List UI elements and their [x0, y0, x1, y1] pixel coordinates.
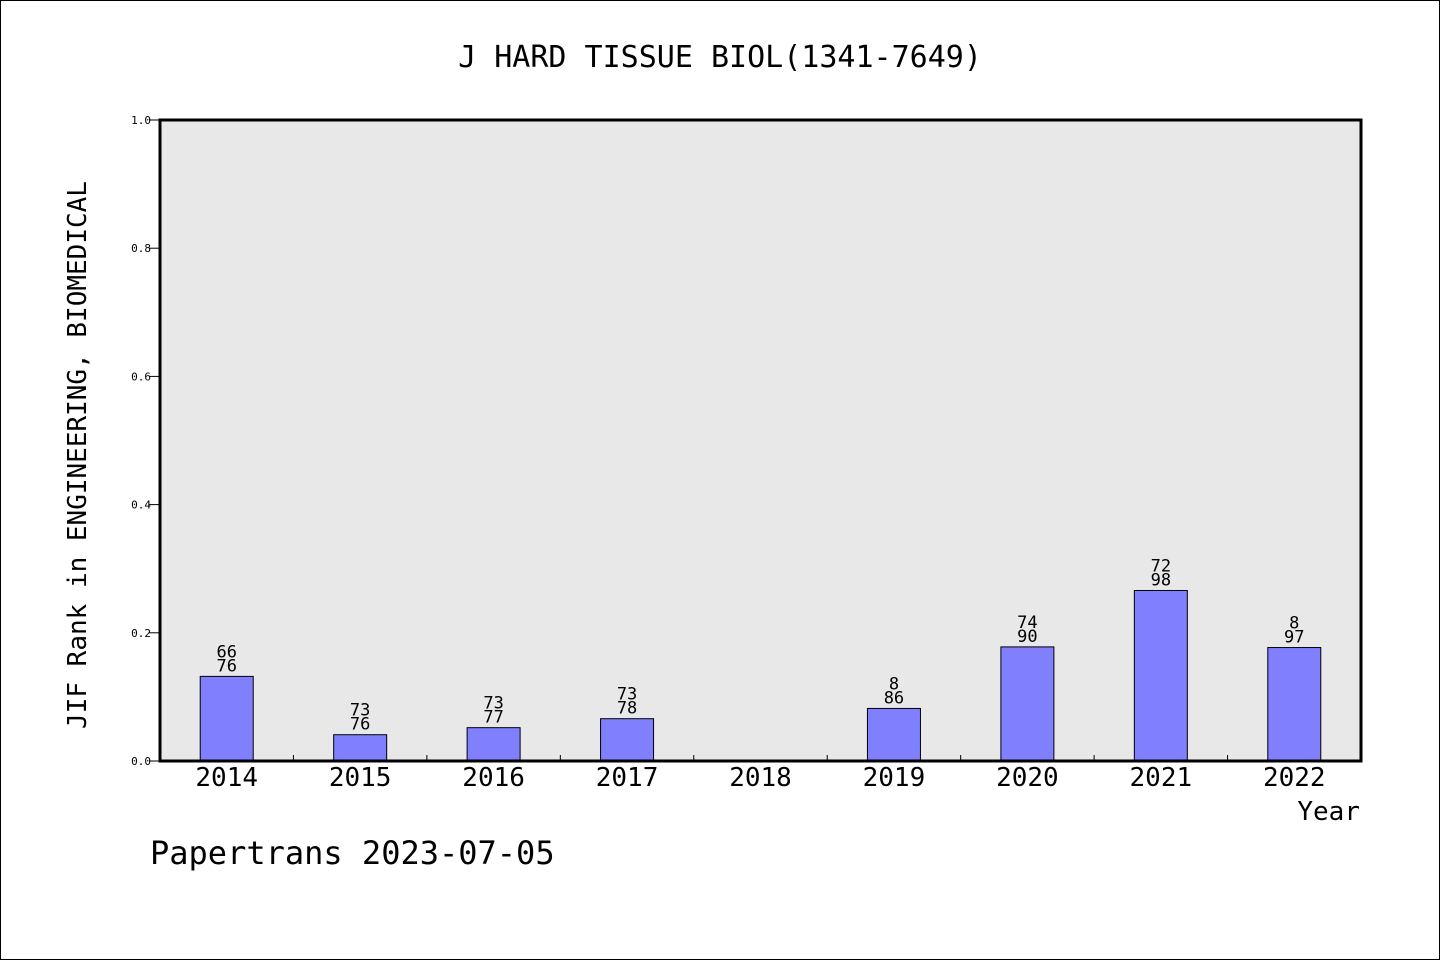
- bar: [1133, 589, 1188, 762]
- y-axis-label: JIF Rank in ENGINEERING, BIOMEDICAL: [63, 181, 93, 729]
- y-tick-label: 0.6: [131, 370, 151, 383]
- y-tick-label: 0.8: [131, 242, 151, 255]
- x-tick-label: 2019: [863, 763, 926, 793]
- bar-rank-label: 72: [1151, 556, 1171, 576]
- x-axis-label: Year: [1297, 797, 1360, 827]
- bar-rank-label: 73: [350, 701, 370, 721]
- bar-total-label: 77: [483, 708, 503, 728]
- bar-total-label: 78: [617, 699, 637, 719]
- bar: [1267, 647, 1322, 762]
- x-tick-label: 2017: [596, 763, 659, 793]
- bar-total-label: 86: [884, 688, 904, 708]
- y-tick-label: 0.4: [131, 499, 151, 512]
- x-tick-label: 2018: [729, 763, 792, 793]
- x-tick-label: 2016: [462, 763, 525, 793]
- x-tick-label: 2015: [329, 763, 392, 793]
- chart-title: J HARD TISSUE BIOL(1341-7649): [458, 40, 982, 75]
- x-tick-label: 2021: [1130, 763, 1193, 793]
- bar: [1000, 646, 1055, 762]
- bar-rank-label: 74: [1017, 613, 1037, 633]
- bar: [600, 718, 655, 762]
- bar-rank-label: 73: [617, 685, 637, 705]
- footer-credit: Papertrans 2023-07-05: [150, 834, 555, 872]
- x-tick-label: 2020: [996, 763, 1059, 793]
- bar: [466, 727, 521, 762]
- x-tick-label: 2022: [1263, 763, 1326, 793]
- y-tick-label: 1.0: [131, 114, 151, 127]
- bar-rank-label: 66: [216, 642, 236, 662]
- bar-total-label: 97: [1284, 628, 1304, 648]
- bar-total-label: 76: [350, 715, 370, 735]
- bar-rank-label: 73: [483, 694, 503, 714]
- y-tick-label: 0.0: [131, 755, 151, 768]
- bars-group: [199, 589, 1322, 762]
- bar-total-label: 98: [1151, 570, 1171, 590]
- plot-border: [158, 118, 1363, 763]
- bar: [333, 734, 388, 762]
- y-axis: 0.0 0.2 0.4 0.6 0.8 1.0: [131, 114, 160, 768]
- bar-rank-label: 8: [1289, 614, 1299, 634]
- bar-total-label: 76: [216, 656, 236, 676]
- bar-total-label: 90: [1017, 627, 1037, 647]
- bar-rank-label: 8: [889, 674, 899, 694]
- bar: [199, 675, 254, 762]
- x-tick-label: 2014: [195, 763, 258, 793]
- y-tick-label: 0.2: [131, 627, 151, 640]
- x-axis: 2014 2015 2016 2017 2018 2019 2020 2021 2022: [195, 755, 1326, 793]
- bar: [866, 707, 921, 762]
